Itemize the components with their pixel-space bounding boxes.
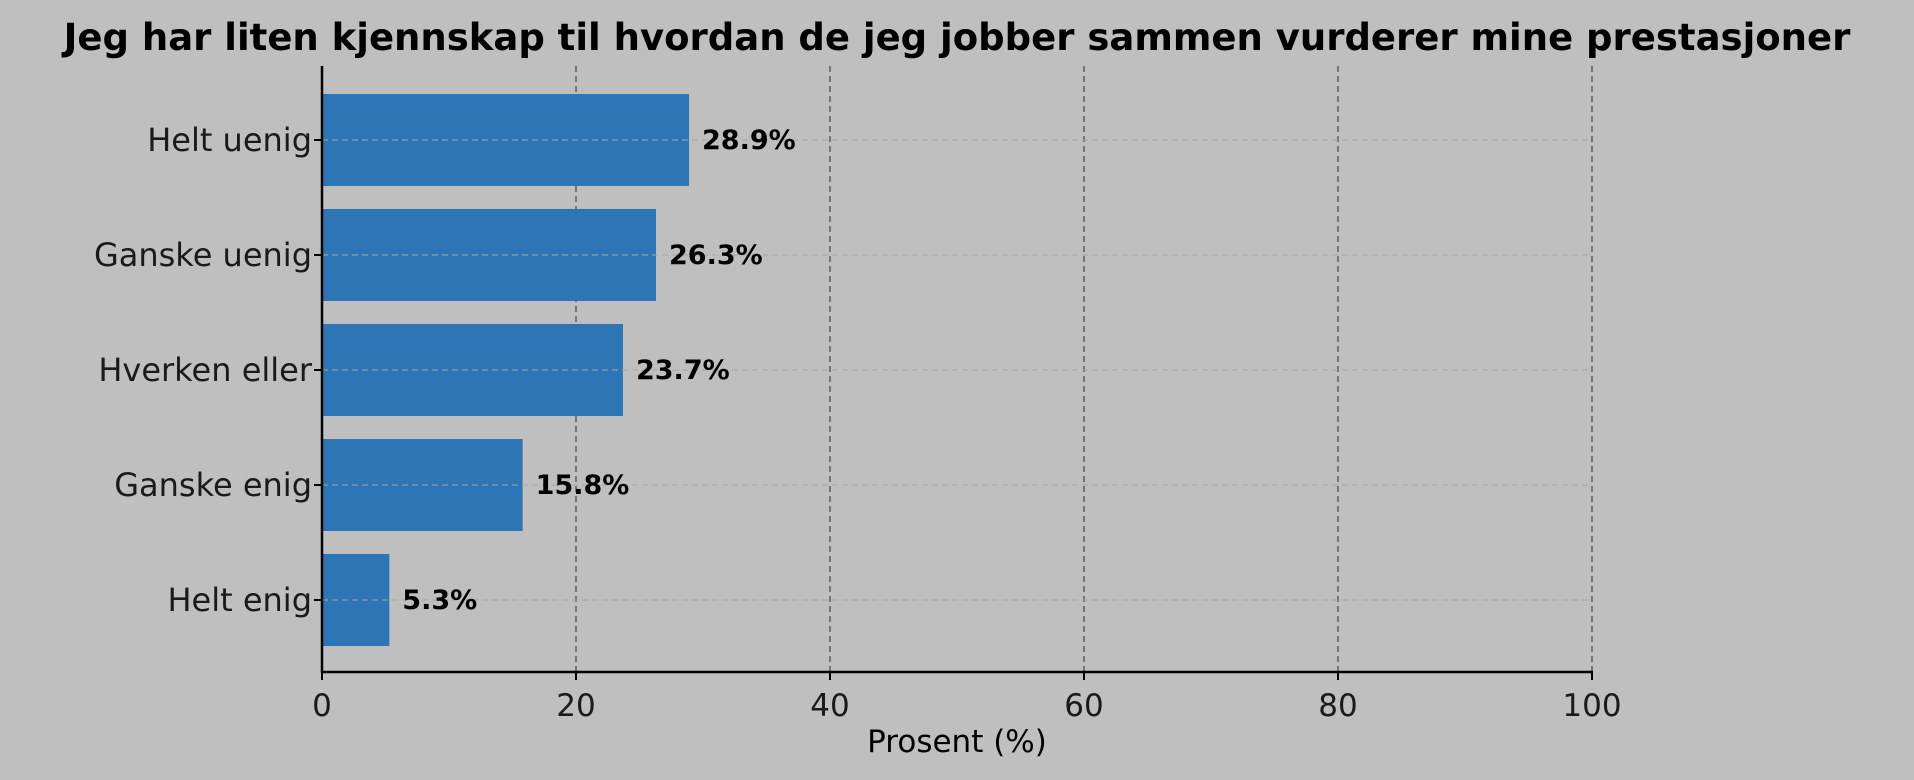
y-tick-label: Ganske enig bbox=[114, 466, 312, 504]
x-axis-title: Prosent (%) bbox=[867, 724, 1047, 760]
y-tick-label: Helt enig bbox=[167, 581, 312, 619]
bar-value-label: 5.3% bbox=[402, 585, 477, 616]
bar-value-label: 26.3% bbox=[669, 240, 763, 271]
y-tick-label: Ganske uenig bbox=[94, 236, 312, 274]
y-tick-label: Helt uenig bbox=[147, 121, 312, 159]
x-tick-label: 100 bbox=[1562, 688, 1621, 724]
x-tick-label: 20 bbox=[556, 688, 595, 724]
grid-lines bbox=[575, 66, 1593, 672]
labels: Helt uenig 28.9% Ganske uenig 26.3% Hverken … bbox=[94, 121, 1622, 724]
y-tick-label: Hverken eller bbox=[98, 351, 313, 389]
x-tick-label: 60 bbox=[1064, 688, 1103, 724]
bar-value-label: 23.7% bbox=[636, 355, 730, 386]
x-tick-label: 40 bbox=[810, 688, 849, 724]
horizontal-grid-lines bbox=[322, 139, 1592, 601]
bar-value-label: 28.9% bbox=[702, 125, 796, 156]
x-tick-label: 80 bbox=[1318, 688, 1357, 724]
x-tick-label: 0 bbox=[312, 688, 332, 724]
axes bbox=[314, 66, 1593, 680]
bar-value-label: 15.8% bbox=[536, 470, 630, 501]
chart-title: Jeg har liten kjennskap til hvordan de j… bbox=[61, 16, 1851, 59]
